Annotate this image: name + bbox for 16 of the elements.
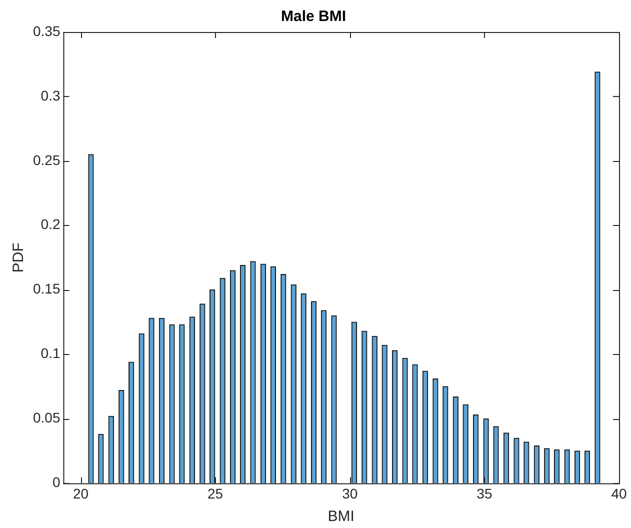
x-tick-label: 30 bbox=[342, 485, 358, 502]
x-axis-title: BMI bbox=[328, 508, 354, 526]
y-tick-label: 0.05 bbox=[33, 410, 60, 426]
y-tick-label: 0.1 bbox=[40, 345, 60, 362]
y-tick-label: 0.3 bbox=[40, 87, 60, 104]
chart-title: Male BMI bbox=[280, 8, 346, 26]
x-tick-label: 25 bbox=[208, 485, 224, 502]
y-tick-label: 0 bbox=[52, 474, 60, 490]
y-tick-label: 0.35 bbox=[33, 22, 60, 39]
y-tick-label: 0.15 bbox=[33, 280, 60, 297]
x-tick-label: 20 bbox=[72, 485, 89, 502]
x-tick-label: 35 bbox=[476, 485, 492, 502]
y-tick-label: 0.25 bbox=[33, 152, 60, 168]
y-axis-title: PDF bbox=[10, 242, 28, 273]
y-tick-label: 0.2 bbox=[40, 216, 60, 232]
x-tick-label: 40 bbox=[611, 485, 627, 502]
